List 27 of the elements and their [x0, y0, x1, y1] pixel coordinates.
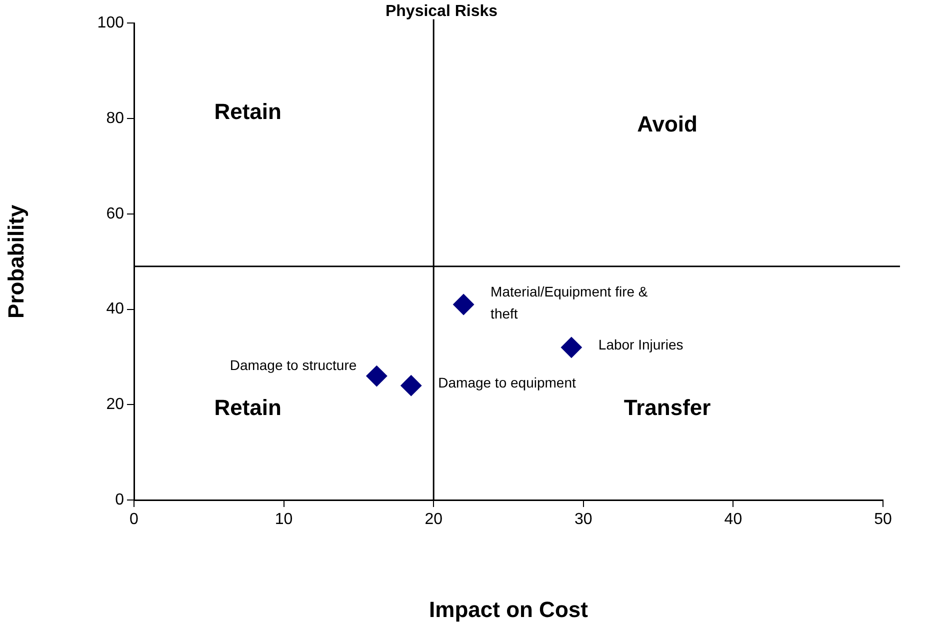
series-label: Damage to equipment — [438, 374, 576, 390]
x-tick-label: 40 — [724, 511, 742, 528]
point — [400, 375, 422, 396]
series-label: Material/Equipment fire & theft — [490, 283, 648, 322]
point — [453, 294, 474, 316]
x-tick-label: 0 — [130, 511, 139, 528]
y-tick-label: 20 — [106, 396, 124, 414]
series-label: Damage to structure — [230, 356, 357, 373]
x-tick-label: 50 — [874, 511, 892, 528]
point — [366, 366, 388, 387]
x-tick-label: 30 — [574, 511, 592, 528]
y-axis-title: Probability — [3, 204, 28, 318]
y-tick-label: 100 — [97, 14, 124, 32]
x-tick-label: 20 — [424, 511, 443, 528]
y-tick-label: 0 — [115, 491, 124, 508]
y-tick-label: 40 — [106, 300, 124, 318]
annotation: Retain — [214, 394, 282, 420]
annotation: Retain — [214, 99, 282, 124]
y-tick-label: 80 — [106, 110, 124, 127]
x-tick-label: 10 — [274, 511, 293, 528]
y-tick-label: 60 — [106, 205, 124, 222]
annotation: Transfer — [624, 394, 712, 420]
series-label: Labor Injuries — [598, 336, 684, 352]
chart-title: Physical Risks — [385, 3, 498, 20]
point — [560, 336, 582, 358]
annotation: Avoid — [637, 111, 698, 136]
x-axis-title: Impact on Cost — [429, 596, 589, 622]
